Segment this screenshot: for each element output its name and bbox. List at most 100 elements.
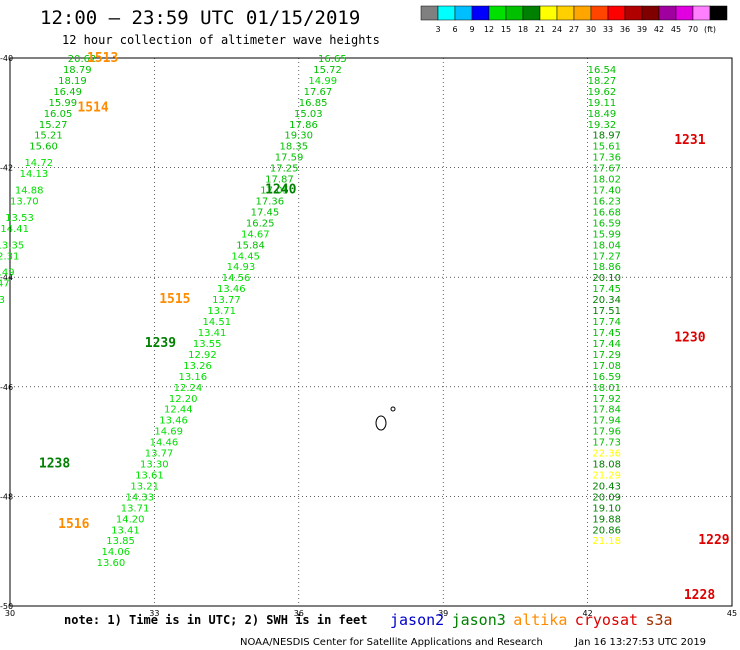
- legend-swatch: [437, 5, 456, 21]
- wave-height-value: 17.25: [270, 164, 299, 175]
- wave-height-value: 17.36: [592, 153, 621, 164]
- wave-height-value: 20.86: [592, 525, 621, 536]
- wave-height-value: 12.92: [188, 350, 217, 361]
- x-tick-label: 36: [294, 609, 304, 618]
- wave-height-value: 13.13: [0, 295, 5, 306]
- wave-height-value: 13.46: [217, 284, 246, 295]
- wave-height-value: 18.35: [280, 142, 309, 153]
- pass-label: 1229: [698, 533, 729, 548]
- footer-note: note: 1) Time is in UTC; 2) SWH is in fe…: [64, 613, 367, 627]
- pass-label: 1240: [265, 183, 296, 198]
- wave-height-value: 14.72: [24, 158, 53, 169]
- grid-lines: [10, 58, 732, 606]
- wave-height-value: 17.94: [592, 416, 621, 427]
- pass-label: 1515: [159, 292, 190, 307]
- legend-label: 36: [620, 25, 630, 34]
- wave-height-value: 14.67: [241, 229, 270, 240]
- wave-height-value: 17.29: [592, 350, 621, 361]
- legend-label: 21: [535, 25, 545, 34]
- wave-height-value: 20.43: [592, 481, 621, 492]
- legend-swatch: [471, 5, 490, 21]
- y-tick-label: -48: [0, 492, 13, 501]
- legend-label: 70: [688, 25, 698, 34]
- wave-height-value: 17.87: [265, 175, 294, 186]
- wave-height-value: 17.44: [592, 339, 621, 350]
- wave-height-value: 14.06: [101, 547, 130, 558]
- wave-height-value: 13.47: [0, 279, 10, 290]
- legend-label: 24: [552, 25, 562, 34]
- axis-ticks: 30 33 36 39 42 45 -40 -42 -44 -46 -48 -50: [0, 54, 737, 618]
- wave-height-value: 18.19: [58, 76, 87, 87]
- satellite-name: altika: [513, 611, 567, 629]
- pass-label: 1516: [58, 517, 89, 532]
- wave-height-value: 13.35: [0, 240, 24, 251]
- wave-height-value: 13.26: [183, 361, 212, 372]
- wave-height-value: 15.27: [39, 120, 68, 131]
- wave-height-value: 17.45: [592, 328, 621, 339]
- wave-height-value: 16.68: [592, 207, 621, 218]
- wave-height-value: 18.04: [592, 240, 621, 251]
- wave-height-value: 12.24: [174, 383, 203, 394]
- wave-height-value: 14.51: [203, 317, 232, 328]
- wave-height-value: 16.85: [299, 98, 328, 109]
- wave-height-value: 19.62: [588, 87, 617, 98]
- wave-height-value: 16.23: [592, 196, 621, 207]
- wave-height-value: 16.65: [318, 54, 347, 65]
- wave-height-value: 18.02: [592, 175, 621, 186]
- x-tick-label: 39: [438, 609, 448, 618]
- wave-height-value: 18.08: [592, 460, 621, 471]
- wave-height-value: 17.73: [592, 438, 621, 449]
- legend-label: (ft): [704, 25, 716, 34]
- wave-height-value: 19.30: [284, 131, 313, 142]
- wave-height-value: 19.10: [592, 503, 621, 514]
- wave-height-value: 13.77: [212, 295, 241, 306]
- wave-height-value: 16.59: [592, 372, 621, 383]
- pass-labels: 1513 1514 1240 1515 1239 1238 1516 1231 1230 1229…: [39, 51, 730, 603]
- wave-height-value: 15.60: [29, 142, 58, 153]
- x-tick-label: 33: [149, 609, 159, 618]
- pass-label: 1231: [674, 133, 705, 148]
- legend-label: 9: [469, 25, 474, 34]
- legend-swatch: [624, 5, 643, 21]
- legend-swatch: [539, 5, 558, 21]
- wave-height-value: 18.49: [588, 109, 617, 120]
- y-tick-label: -50: [0, 602, 13, 611]
- wave-height-value: 14.20: [116, 514, 145, 525]
- wave-height-value: 17.45: [251, 207, 280, 218]
- y-tick-label: -42: [0, 164, 13, 173]
- legend-swatch: [607, 5, 626, 21]
- wave-height-value: 14.13: [20, 169, 49, 180]
- wave-height-value: 20.34: [592, 295, 621, 306]
- wave-height-value: 15.99: [592, 229, 621, 240]
- x-tick-label: 42: [583, 609, 593, 618]
- satellite-name: jason3: [452, 611, 506, 629]
- legend-label: 27: [569, 25, 579, 34]
- wave-height-value: 14.45: [231, 251, 260, 262]
- island-marker: [375, 406, 396, 431]
- wave-height-value: 12.31: [0, 251, 19, 262]
- legend-swatch: [658, 5, 677, 21]
- wave-height-value: 13.16: [178, 372, 207, 383]
- legend-swatch: [590, 5, 609, 21]
- wave-height-value: 21.29: [592, 470, 621, 481]
- wave-height-value: 13.61: [135, 470, 164, 481]
- legend-swatch: [505, 5, 524, 21]
- x-tick-label: 45: [727, 609, 737, 618]
- wave-height-value: 20.62: [68, 54, 97, 65]
- data-marks: 20.6218.7918.1916.4915.9916.0515.2715.21…: [0, 54, 621, 569]
- plot-frame: [9, 57, 733, 607]
- wave-height-value: 14.56: [222, 273, 251, 284]
- wave-height-value: 16.49: [53, 87, 82, 98]
- legend-label: 42: [654, 25, 664, 34]
- wave-height-value: 13.41: [198, 328, 227, 339]
- legend-swatch: [709, 5, 728, 21]
- wave-height-value: 13.30: [140, 460, 169, 471]
- wave-height-value: 12.44: [164, 405, 193, 416]
- wave-height-value: 18.01: [592, 383, 621, 394]
- wave-height-value: 16.05: [44, 109, 73, 120]
- wave-height-value: 15.72: [313, 65, 342, 76]
- wave-height-value: 20.10: [592, 273, 621, 284]
- satellite-legend: jason2 jason3 altika cryosat s3a: [390, 611, 673, 629]
- satellite-name: cryosat: [575, 611, 638, 629]
- pass-label: 1239: [145, 336, 176, 351]
